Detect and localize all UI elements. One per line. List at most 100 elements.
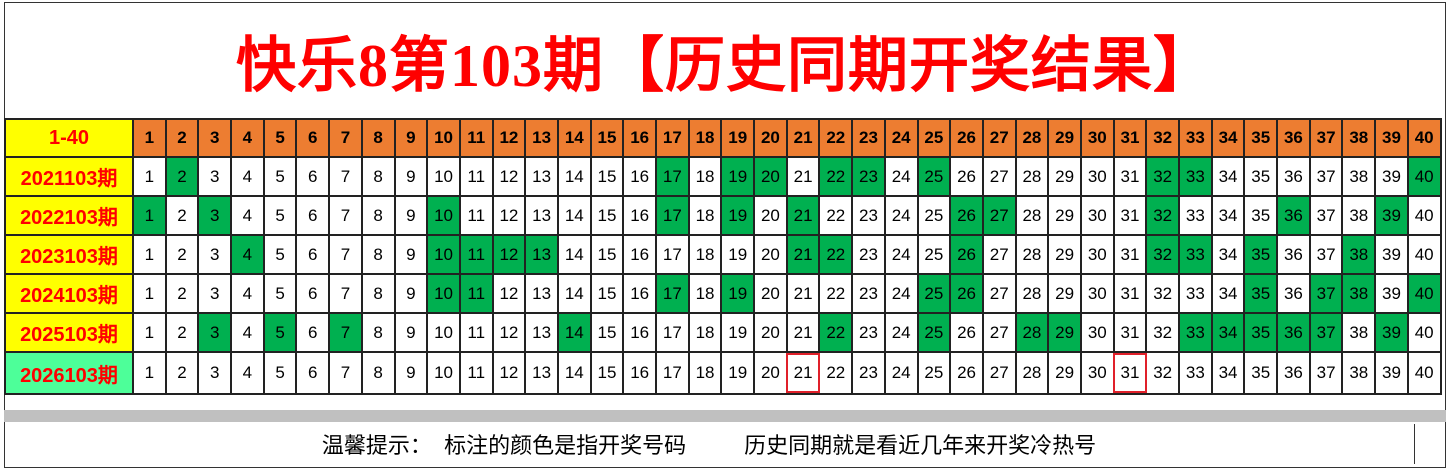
column-header-34: 34 <box>1210 118 1246 158</box>
number-cell: 27 <box>981 312 1017 353</box>
number-cell: 33 <box>1178 195 1213 236</box>
number-cell-hit: 22 <box>818 312 854 353</box>
number-cell: 1 <box>132 156 167 197</box>
number-cell: 23 <box>851 195 886 236</box>
number-cell-hit: 1 <box>132 195 167 236</box>
number-cell: 25 <box>916 234 952 275</box>
number-cell: 24 <box>883 156 919 197</box>
number-cell: 31 <box>1112 195 1148 236</box>
number-cell: 21 <box>785 312 821 353</box>
table-row: 2021103期 1 2 3 4 5 6 7 8 9 10 11 12 13 14 15 16 17 18 19 20 2… <box>4 156 1442 197</box>
number-cell: 2 <box>164 195 200 236</box>
number-cell: 28 <box>1014 273 1050 314</box>
page-title: 快乐8第103期【历史同期开奖结果】 <box>236 32 1214 99</box>
number-cell-hit: 39 <box>1374 195 1409 236</box>
column-header-33: 33 <box>1178 118 1213 158</box>
number-cell: 39 <box>1374 156 1409 197</box>
number-cell: 37 <box>1308 351 1344 395</box>
number-cell: 24 <box>883 195 919 236</box>
number-cell: 15 <box>589 312 625 353</box>
column-header-22: 22 <box>818 118 854 158</box>
number-cell: 15 <box>589 156 625 197</box>
column-header-27: 27 <box>981 118 1017 158</box>
divider-bar <box>4 410 1446 422</box>
column-header-5: 5 <box>262 118 298 158</box>
number-cell: 22 <box>818 351 854 395</box>
number-cell: 4 <box>230 312 265 353</box>
number-cell: 32 <box>1145 312 1180 353</box>
table-row: 2026103期 1 2 3 4 5 6 7 8 9 10 11 12 13 14 15 16 17 18 19 20 2… <box>4 351 1442 395</box>
number-cell: 26 <box>949 156 984 197</box>
number-cell: 34 <box>1210 351 1246 395</box>
number-cell: 23 <box>851 273 886 314</box>
number-cell: 3 <box>197 351 233 395</box>
number-cell-hit: 36 <box>1276 312 1311 353</box>
number-cell: 17 <box>655 234 690 275</box>
number-cell: 4 <box>230 351 265 395</box>
number-cell-hit: 14 <box>556 312 592 353</box>
column-header-1: 1 <box>132 118 167 158</box>
column-header-17: 17 <box>655 118 690 158</box>
range-label: 1-40 <box>4 118 134 158</box>
number-cell: 6 <box>295 351 331 395</box>
number-cell: 40 <box>1406 195 1442 236</box>
column-header-39: 39 <box>1374 118 1409 158</box>
period-label: 2021103期 <box>4 156 134 197</box>
number-cell-hit: 37 <box>1308 312 1344 353</box>
number-cell: 11 <box>458 351 494 395</box>
number-cell-hit: 25 <box>916 156 952 197</box>
number-cell-hit: 33 <box>1178 234 1213 275</box>
number-cell: 20 <box>753 273 788 314</box>
column-header-15: 15 <box>589 118 625 158</box>
number-cell: 4 <box>230 273 265 314</box>
number-cell: 20 <box>753 195 788 236</box>
number-cell-hit: 34 <box>1210 312 1246 353</box>
column-header-14: 14 <box>556 118 592 158</box>
number-cell: 11 <box>458 312 494 353</box>
number-cell: 8 <box>360 351 396 395</box>
number-cell: 18 <box>687 195 723 236</box>
marked-number: 31 <box>1112 353 1147 393</box>
number-cell: 39 <box>1374 234 1409 275</box>
number-cell: 8 <box>360 156 396 197</box>
number-cell-hit: 11 <box>458 234 494 275</box>
number-cell: 38 <box>1341 195 1377 236</box>
number-cell-hit: 38 <box>1341 273 1377 314</box>
number-cell-hit: 22 <box>818 156 854 197</box>
number-cell: 38 <box>1341 156 1377 197</box>
number-cell: 38 <box>1341 312 1377 353</box>
number-cell: 31 <box>1112 156 1148 197</box>
column-header-37: 37 <box>1308 118 1344 158</box>
number-cell: 6 <box>295 195 331 236</box>
column-header-38: 38 <box>1341 118 1377 158</box>
number-cell: 23 <box>851 234 886 275</box>
number-cell-hit: 38 <box>1341 234 1377 275</box>
column-header-24: 24 <box>883 118 919 158</box>
number-cell: 9 <box>393 234 429 275</box>
number-cell: 34 <box>1210 234 1246 275</box>
number-cell-hit: 17 <box>655 156 690 197</box>
number-cell: 13 <box>524 312 559 353</box>
number-cell: 12 <box>491 351 527 395</box>
number-cell: 27 <box>981 234 1017 275</box>
number-cell-hit: 26 <box>949 234 984 275</box>
number-cell: 23 <box>851 351 886 395</box>
number-cell: 29 <box>1047 156 1082 197</box>
number-cell: 19 <box>720 234 756 275</box>
number-cell: 18 <box>687 351 723 395</box>
number-cell-hit: 7 <box>328 312 363 353</box>
number-cell: 2 <box>164 351 200 395</box>
number-cell: 14 <box>556 156 592 197</box>
number-cell: 28 <box>1014 195 1050 236</box>
number-cell: 1 <box>132 234 167 275</box>
number-cell: 5 <box>262 273 298 314</box>
number-cell: 16 <box>622 273 657 314</box>
column-header-26: 26 <box>949 118 984 158</box>
table-row: 2023103期 1 2 3 4 5 6 7 8 9 10 11 12 13 14 15 16 17 18 19 20 2… <box>4 234 1442 275</box>
number-cell: 20 <box>753 234 788 275</box>
number-cell: 3 <box>197 273 233 314</box>
number-cell: 6 <box>295 312 331 353</box>
number-cell-hit: 17 <box>655 273 690 314</box>
number-cell: 34 <box>1210 273 1246 314</box>
number-cell: 7 <box>328 195 363 236</box>
